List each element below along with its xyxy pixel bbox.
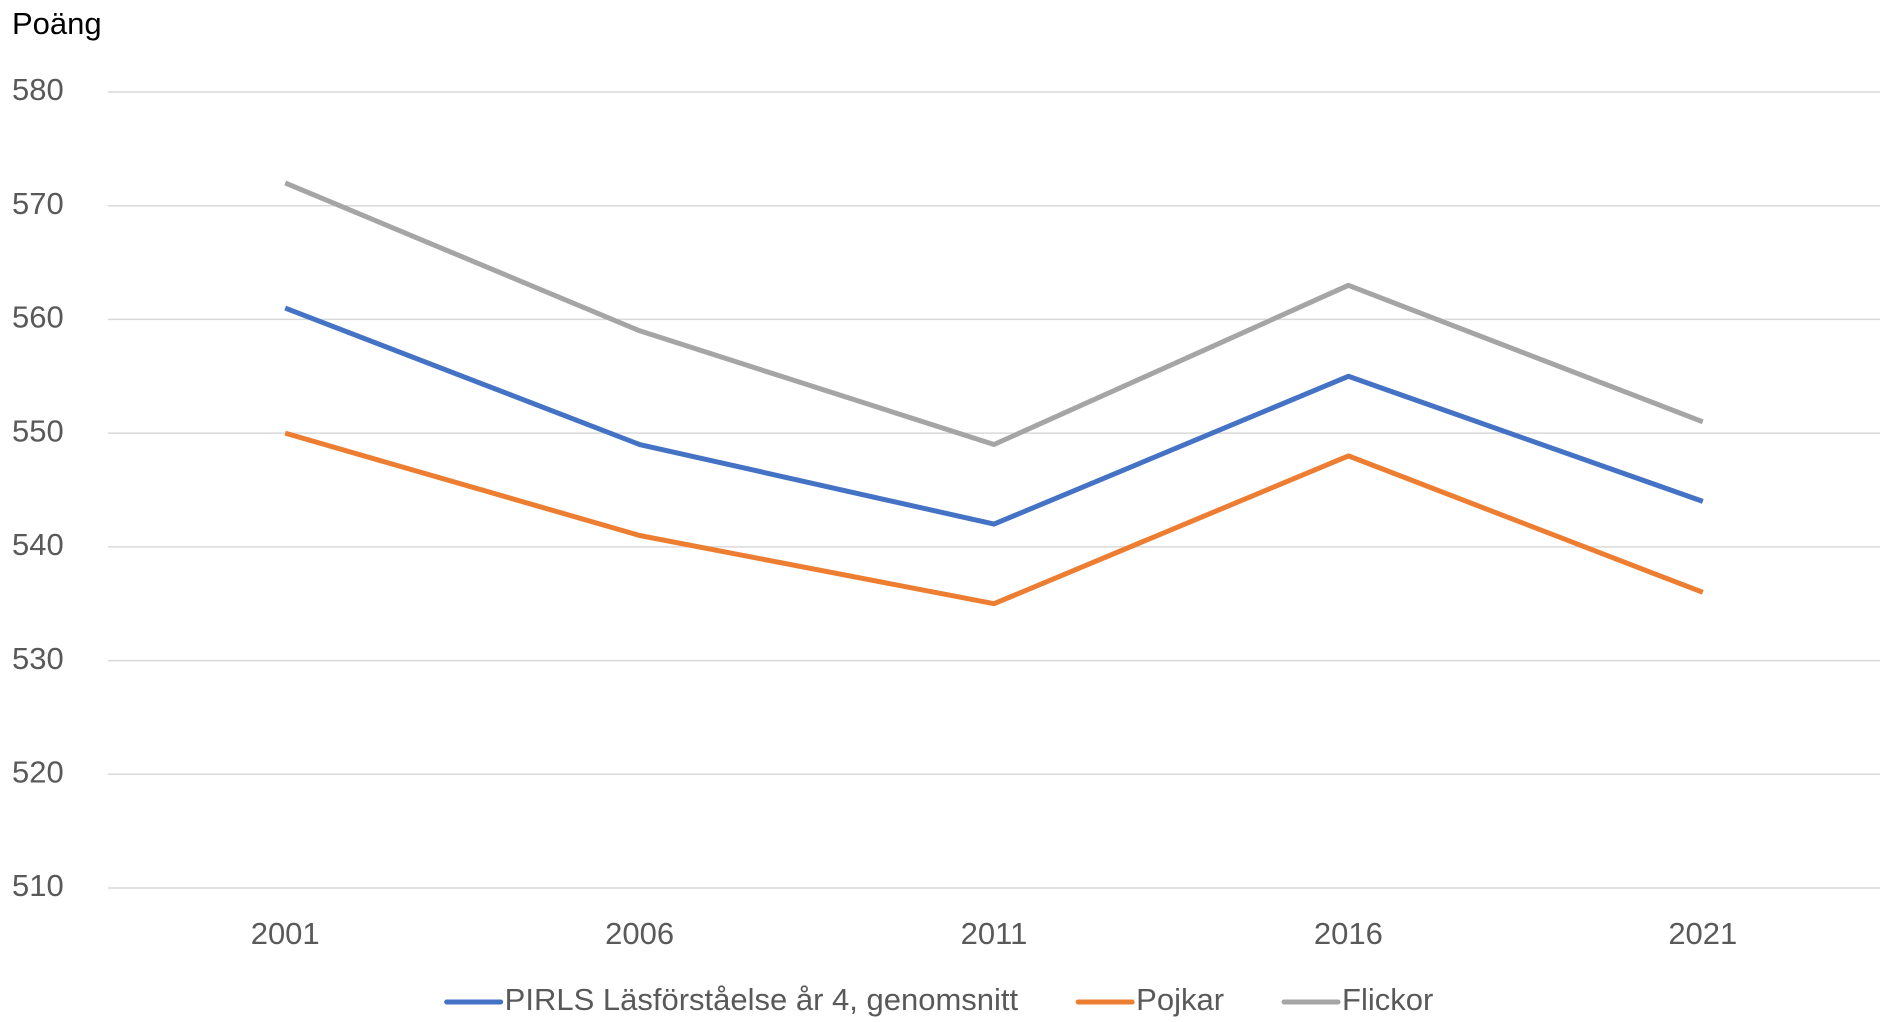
y-tick-label: 550: [12, 413, 64, 448]
x-tick-label: 2001: [251, 916, 320, 951]
y-tick-label: 570: [12, 186, 64, 221]
y-tick-label: 580: [12, 72, 64, 107]
y-tick-label: 520: [12, 754, 64, 789]
series-line: [284, 180, 1704, 448]
series-line: [284, 305, 1704, 527]
legend: PIRLS Läsförståelse år 4, genomsnitt Pojk…: [444, 982, 1433, 1017]
y-tick-label: 560: [12, 300, 64, 335]
x-tick-label: 2011: [961, 916, 1028, 951]
legend-label: PIRLS Läsförståelse år 4, genomsnitt: [505, 982, 1019, 1017]
legend-label: Flickor: [1342, 982, 1433, 1017]
x-tick-label: 2021: [1668, 916, 1737, 951]
y-tick-label: 540: [12, 527, 64, 562]
x-tick-label: 2006: [605, 916, 674, 951]
y-tick-label: 530: [12, 641, 64, 676]
series-line: [284, 430, 1704, 607]
y-tick-label: 510: [12, 868, 64, 903]
y-axis-label: Poäng: [12, 6, 102, 41]
legend-label: Pojkar: [1136, 982, 1224, 1017]
x-tick-label: 2016: [1314, 916, 1383, 951]
